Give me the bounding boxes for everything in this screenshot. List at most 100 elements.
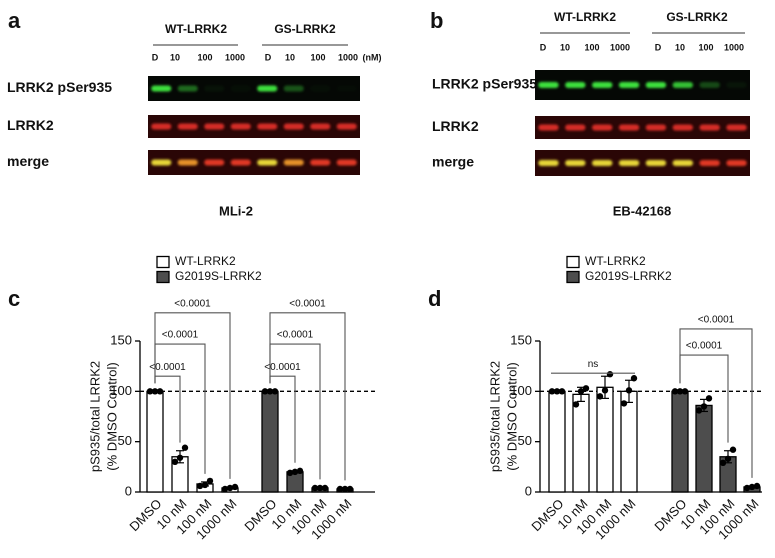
bar bbox=[146, 390, 164, 493]
band bbox=[618, 82, 640, 88]
replicate-point bbox=[553, 388, 561, 395]
blot-strip bbox=[148, 115, 360, 138]
lane-label: 100 bbox=[698, 42, 713, 52]
band bbox=[591, 124, 613, 131]
replicate-point bbox=[572, 401, 580, 408]
band bbox=[177, 159, 198, 166]
lane-label: 1000 bbox=[338, 52, 358, 62]
y-tick-label: 150 bbox=[510, 332, 532, 347]
band bbox=[699, 82, 720, 88]
significance-label: <0.0001 bbox=[149, 362, 186, 373]
band bbox=[177, 123, 198, 130]
significance-label: <0.0001 bbox=[289, 298, 326, 309]
replicate-point bbox=[226, 484, 234, 492]
significance-label: <0.0001 bbox=[174, 298, 211, 309]
band bbox=[645, 124, 667, 131]
replicate-point bbox=[582, 385, 590, 392]
significance-label: ns bbox=[588, 359, 599, 370]
panel-letter: c bbox=[8, 286, 20, 311]
replicate-point bbox=[705, 395, 713, 402]
legend-swatch bbox=[156, 270, 170, 284]
band bbox=[618, 124, 640, 131]
replicate-point bbox=[748, 483, 756, 491]
replicate-point bbox=[296, 467, 304, 475]
y-tick-label: 0 bbox=[525, 483, 532, 498]
bar bbox=[596, 386, 614, 493]
replicate-point bbox=[206, 477, 214, 485]
legend-label: WT-LRRK2 bbox=[175, 254, 236, 268]
significance-bracket bbox=[679, 328, 753, 478]
replicate-point bbox=[606, 371, 614, 378]
significance-label: <0.0001 bbox=[686, 341, 723, 352]
replicate-point bbox=[724, 455, 732, 462]
replicate-point bbox=[681, 388, 689, 395]
y-tick-label: 50 bbox=[118, 433, 132, 448]
replicate-point bbox=[266, 388, 274, 395]
lane-label: 100 bbox=[584, 42, 599, 52]
row-label: LRRK2 bbox=[7, 117, 54, 133]
band bbox=[177, 85, 198, 92]
replicate-point bbox=[231, 483, 239, 491]
replicate-point bbox=[676, 388, 684, 395]
band bbox=[151, 123, 172, 130]
replicate-point bbox=[625, 387, 633, 394]
replicate-point bbox=[286, 469, 294, 477]
lane-label: D bbox=[540, 42, 547, 52]
band bbox=[151, 159, 172, 166]
band bbox=[591, 160, 613, 166]
legend-swatch bbox=[566, 270, 580, 284]
replicate-point bbox=[221, 485, 229, 493]
group-label: GS-LRRK2 bbox=[274, 22, 336, 36]
significance-bracket bbox=[154, 312, 231, 479]
band bbox=[565, 124, 586, 131]
y-tick-label: 50 bbox=[518, 433, 532, 448]
lane-label: 1000 bbox=[610, 42, 630, 52]
lane-label: 1000 bbox=[724, 42, 744, 52]
blot-strip bbox=[535, 116, 750, 139]
y-axis-label: pS935/total LRRK2 bbox=[487, 361, 502, 472]
bar bbox=[261, 390, 279, 493]
lane-label: D bbox=[655, 42, 662, 52]
replicate-point bbox=[196, 482, 204, 490]
band bbox=[230, 123, 251, 130]
replicate-point bbox=[671, 388, 679, 395]
replicate-point bbox=[630, 375, 638, 382]
lane-label: 10 bbox=[285, 52, 295, 62]
group-label: WT-LRRK2 bbox=[554, 10, 616, 24]
band bbox=[618, 160, 640, 166]
band bbox=[310, 123, 331, 130]
panel-letter: b bbox=[430, 8, 443, 33]
replicate-point bbox=[146, 388, 154, 395]
band bbox=[538, 160, 559, 166]
replicate-point bbox=[548, 388, 556, 395]
lane-label: 100 bbox=[197, 52, 212, 62]
band bbox=[645, 82, 667, 88]
replicate-point bbox=[171, 458, 179, 465]
band bbox=[257, 123, 278, 130]
band bbox=[726, 124, 747, 131]
band bbox=[231, 86, 251, 92]
row-label: LRRK2 pSer935 bbox=[432, 76, 537, 92]
band bbox=[565, 160, 586, 166]
bar bbox=[572, 393, 590, 493]
y-tick-label: 100 bbox=[510, 383, 532, 398]
band bbox=[283, 123, 304, 130]
bar bbox=[548, 390, 566, 493]
replicate-point bbox=[558, 388, 566, 395]
legend-swatch bbox=[156, 255, 170, 269]
replicate-point bbox=[316, 484, 324, 492]
band bbox=[645, 160, 667, 166]
band bbox=[204, 123, 225, 130]
band bbox=[699, 124, 720, 131]
lane-label: 100 bbox=[310, 52, 325, 62]
legend-label: WT-LRRK2 bbox=[585, 254, 646, 268]
replicate-point bbox=[620, 400, 628, 407]
band bbox=[283, 85, 304, 92]
y-tick-label: 150 bbox=[110, 332, 132, 347]
compound-label: EB-42168 bbox=[613, 203, 672, 218]
replicate-point bbox=[753, 482, 761, 490]
y-axis-label: pS935/total LRRK2 bbox=[87, 361, 102, 472]
replicate-point bbox=[291, 468, 299, 476]
bar bbox=[671, 390, 689, 493]
group-label: GS-LRRK2 bbox=[666, 10, 728, 24]
